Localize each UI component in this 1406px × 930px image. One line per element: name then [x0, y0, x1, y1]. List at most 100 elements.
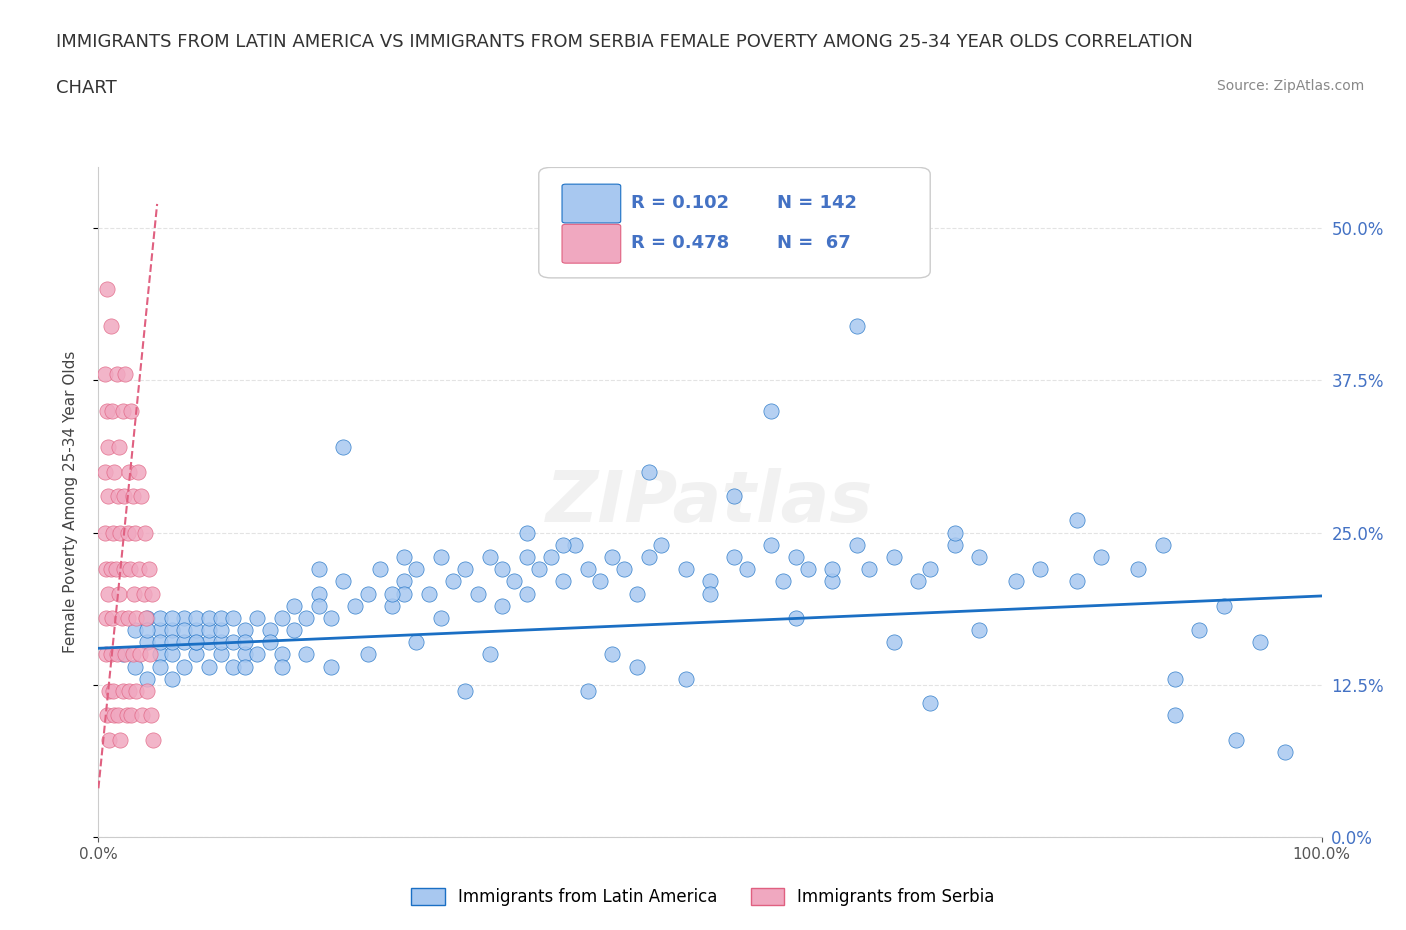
Point: [1066, 513, 1088, 528]
Point: [186, 610, 208, 625]
Point: [149, 647, 172, 662]
Point: [186, 647, 208, 662]
Point: [173, 635, 195, 650]
Point: [283, 598, 305, 613]
Point: [553, 538, 575, 552]
Point: [136, 622, 159, 637]
Point: [270, 610, 294, 625]
Point: [883, 635, 905, 650]
Point: [454, 562, 477, 577]
Point: [356, 586, 378, 601]
Point: [392, 586, 416, 601]
Point: [96, 282, 118, 297]
Point: [209, 647, 232, 662]
Point: [430, 610, 453, 625]
Point: [821, 574, 844, 589]
Point: [723, 550, 745, 565]
Point: [100, 647, 122, 662]
Point: [142, 732, 165, 747]
Point: [103, 708, 125, 723]
Point: [1249, 635, 1271, 650]
Point: [136, 610, 159, 625]
Point: [136, 684, 159, 698]
Point: [233, 647, 256, 662]
Point: [1212, 598, 1234, 613]
Point: [110, 732, 132, 747]
Point: [149, 622, 172, 637]
Point: [120, 708, 142, 723]
Point: [233, 659, 256, 674]
Point: [160, 610, 183, 625]
Point: [576, 684, 599, 698]
Point: [589, 574, 612, 589]
Point: [491, 562, 513, 577]
Point: [600, 647, 623, 662]
Point: [1004, 574, 1026, 589]
Point: [97, 586, 120, 601]
Point: [97, 488, 120, 503]
Point: [101, 610, 124, 625]
Point: [122, 586, 145, 601]
Point: [540, 550, 562, 565]
Point: [96, 708, 118, 723]
Point: [173, 659, 195, 674]
Point: [197, 635, 219, 650]
Point: [308, 562, 330, 577]
Point: [100, 562, 122, 577]
Point: [845, 318, 868, 333]
Point: [118, 464, 141, 479]
Point: [112, 488, 135, 503]
Point: [527, 562, 550, 577]
Point: [197, 622, 219, 637]
Point: [134, 525, 156, 540]
Point: [356, 647, 378, 662]
Point: [319, 659, 342, 674]
Point: [121, 488, 143, 503]
Text: R = 0.102: R = 0.102: [630, 193, 728, 212]
Point: [233, 622, 256, 637]
Point: [785, 610, 807, 625]
Point: [319, 610, 342, 625]
Point: [186, 622, 208, 637]
Point: [135, 610, 157, 625]
Point: [94, 610, 117, 625]
Point: [650, 538, 672, 552]
Point: [600, 550, 623, 565]
Text: N =  67: N = 67: [778, 234, 851, 252]
Point: [699, 574, 721, 589]
Point: [120, 404, 142, 418]
Point: [108, 586, 131, 601]
Point: [283, 622, 305, 637]
Point: [94, 647, 117, 662]
Point: [111, 404, 134, 418]
Point: [121, 647, 143, 662]
Point: [943, 525, 966, 540]
Point: [125, 610, 148, 625]
Point: [103, 464, 125, 479]
Point: [124, 622, 146, 637]
Point: [967, 550, 990, 565]
Point: [515, 550, 537, 565]
Point: [93, 367, 115, 382]
Point: [797, 562, 820, 577]
Point: [209, 635, 232, 650]
Point: [675, 562, 697, 577]
Point: [233, 635, 256, 650]
Point: [111, 610, 134, 625]
Y-axis label: Female Poverty Among 25-34 Year Olds: Female Poverty Among 25-34 Year Olds: [63, 351, 77, 654]
Point: [467, 586, 489, 601]
Point: [308, 598, 330, 613]
Point: [128, 562, 150, 577]
Point: [93, 525, 115, 540]
Point: [332, 574, 354, 589]
Point: [96, 404, 118, 418]
Point: [149, 635, 172, 650]
Point: [141, 586, 163, 601]
Point: [638, 464, 661, 479]
Point: [1274, 744, 1296, 759]
Point: [441, 574, 464, 589]
Point: [1225, 732, 1247, 747]
FancyBboxPatch shape: [562, 184, 620, 223]
Point: [626, 586, 648, 601]
Point: [626, 659, 648, 674]
